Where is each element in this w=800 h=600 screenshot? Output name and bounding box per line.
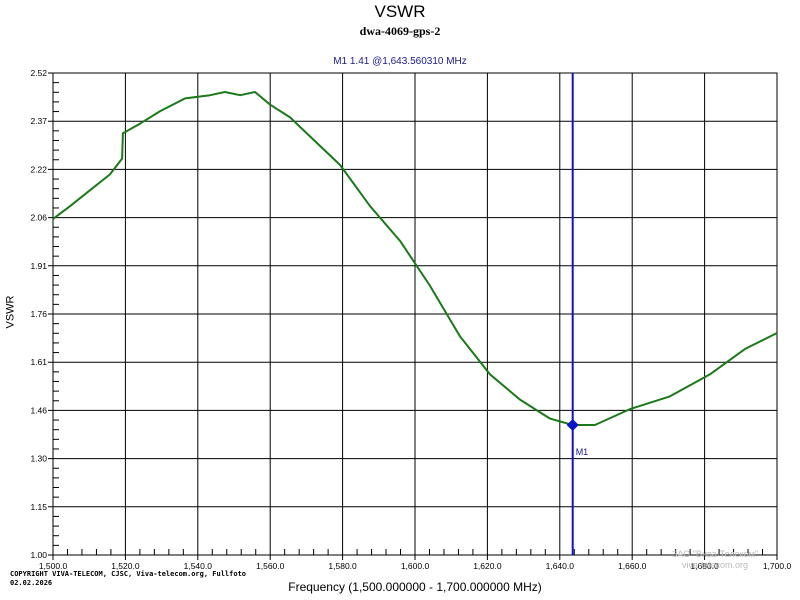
y-tick-label: 2.06 bbox=[30, 213, 47, 223]
y-tick-label: 1.46 bbox=[30, 405, 47, 415]
marker-label: M1 bbox=[576, 447, 589, 457]
y-tick-label: 1.91 bbox=[30, 261, 47, 271]
chart-title: VSWR bbox=[374, 2, 426, 21]
x-tick-label: 1,540.0 bbox=[184, 561, 213, 571]
x-tick-label: 1,680.0 bbox=[690, 561, 719, 571]
x-tick-label: 1,620.0 bbox=[473, 561, 502, 571]
x-tick-label: 1,660.0 bbox=[618, 561, 647, 571]
x-tick-label: 1,520.0 bbox=[111, 561, 140, 571]
y-axis-label: VSWR bbox=[4, 295, 17, 329]
copyright-date: 02.02.2026 bbox=[10, 579, 53, 587]
vswr-trace bbox=[52, 91, 778, 426]
watermark: ЗАО "Вива-Телеком" viva-telecom.org bbox=[672, 549, 758, 571]
watermark-line-2: viva-telecom.org bbox=[682, 560, 749, 570]
y-tick-label: 1.61 bbox=[30, 357, 47, 367]
x-axis-label: Frequency (1,500.000000 - 1,700.000000 M… bbox=[288, 580, 542, 594]
y-tick-label: 1.15 bbox=[30, 502, 47, 512]
x-tick-label: 1,700.0 bbox=[763, 561, 792, 571]
chart-subtitle: dwa-4069-gps-2 bbox=[359, 24, 441, 38]
marker-readout: M1 1.41 @1,643.560310 MHz bbox=[333, 56, 467, 67]
x-tick-label: 1,600.0 bbox=[401, 561, 430, 571]
y-tick-label: 1.00 bbox=[30, 550, 47, 560]
x-tick-label: 1,580.0 bbox=[328, 561, 357, 571]
y-tick-label: 1.30 bbox=[30, 454, 47, 464]
copyright-line-1: COPYRIGHT VIVA-TELECOM, CJSC, Viva-telec… bbox=[10, 570, 247, 578]
y-tick-label: 2.37 bbox=[30, 116, 47, 126]
y-tick-label: 1.76 bbox=[30, 309, 47, 319]
x-tick-label: 1,500.0 bbox=[39, 561, 68, 571]
y-tick-label: 2.52 bbox=[30, 68, 47, 78]
watermark-line-1: ЗАО "Вива-Телеком" bbox=[672, 549, 759, 559]
y-tick-label: 2.22 bbox=[30, 164, 47, 174]
marker-diamond-icon bbox=[566, 418, 579, 431]
x-tick-label: 1,640.0 bbox=[546, 561, 575, 571]
copyright-text: COPYRIGHT VIVA-TELECOM, CJSC, Viva-telec… bbox=[10, 570, 246, 588]
x-tick-label: 1,560.0 bbox=[256, 561, 285, 571]
